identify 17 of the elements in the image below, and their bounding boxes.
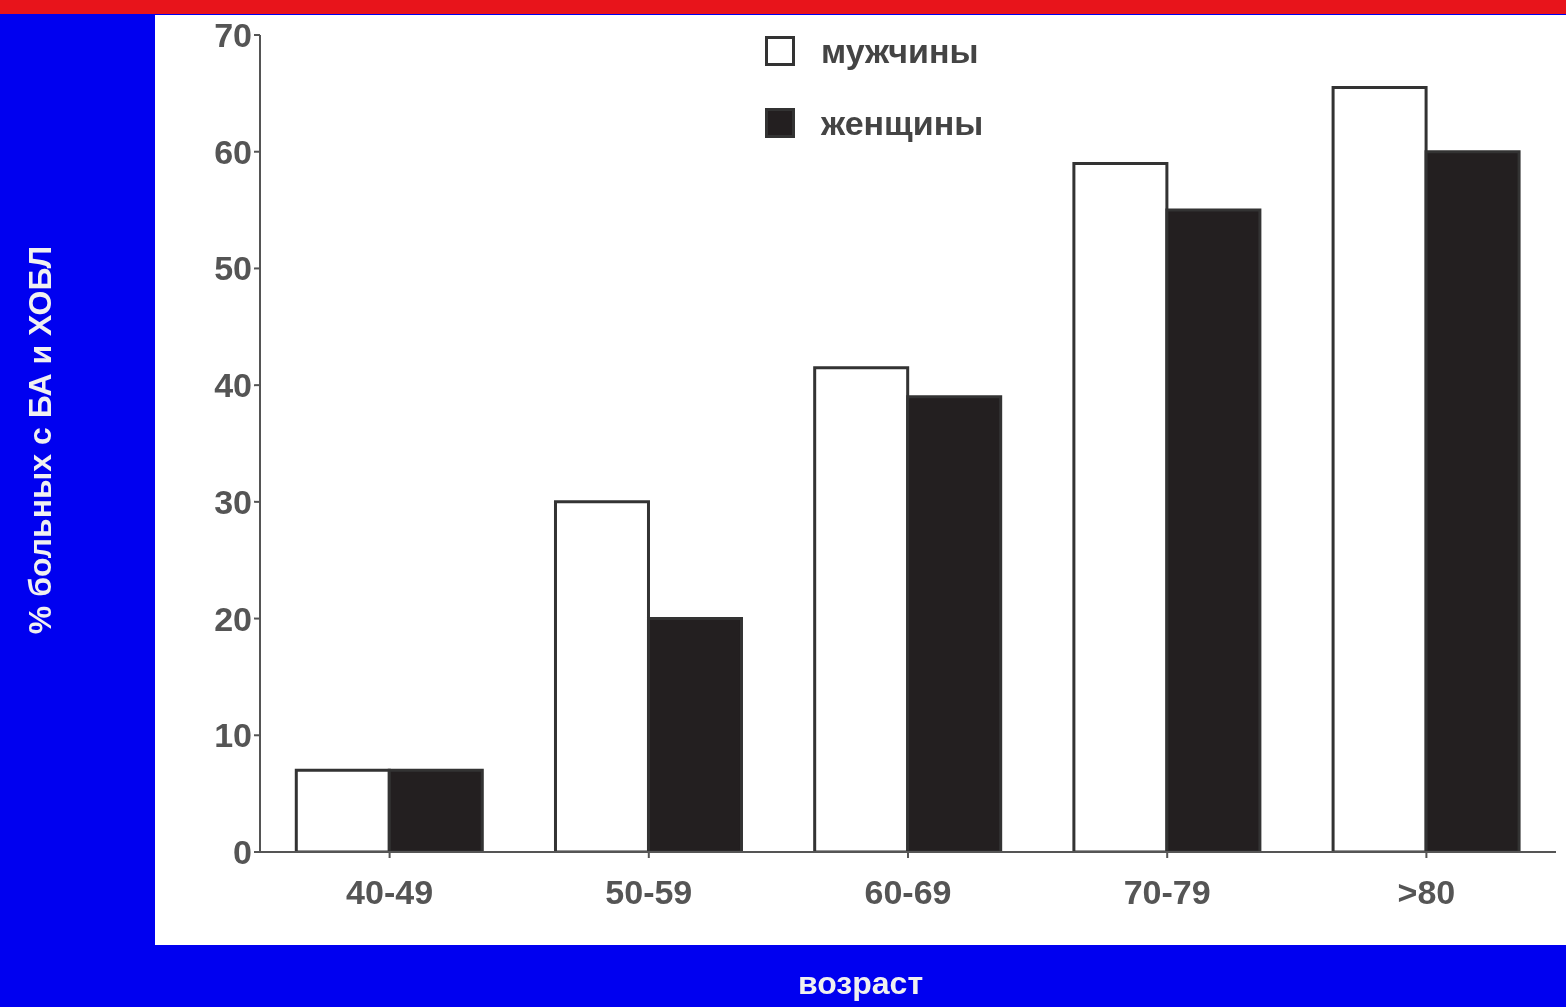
- legend-label: мужчины: [821, 31, 979, 71]
- y-tick-label: 20: [214, 599, 252, 638]
- y-tick-label: 40: [214, 366, 252, 405]
- x-tick-label: 40-49: [346, 873, 434, 912]
- y-tick-label: 10: [214, 716, 252, 755]
- y-tick-label: 30: [214, 482, 252, 521]
- x-tick-label: >80: [1397, 873, 1456, 912]
- y-tick-label: 70: [214, 16, 252, 55]
- legend-label: женщины: [821, 103, 984, 143]
- y-axis-title: % больных с БА и ХОБЛ: [21, 245, 59, 635]
- y-tick-label: 0: [233, 833, 252, 872]
- y-tick-label: 60: [214, 132, 252, 171]
- x-tick-label: 50-59: [605, 873, 693, 912]
- y-tick-label: 50: [214, 249, 252, 288]
- x-axis-title: возраст: [796, 965, 925, 1002]
- x-tick-label: 70-79: [1123, 873, 1211, 912]
- x-tick-label: 60-69: [864, 873, 952, 912]
